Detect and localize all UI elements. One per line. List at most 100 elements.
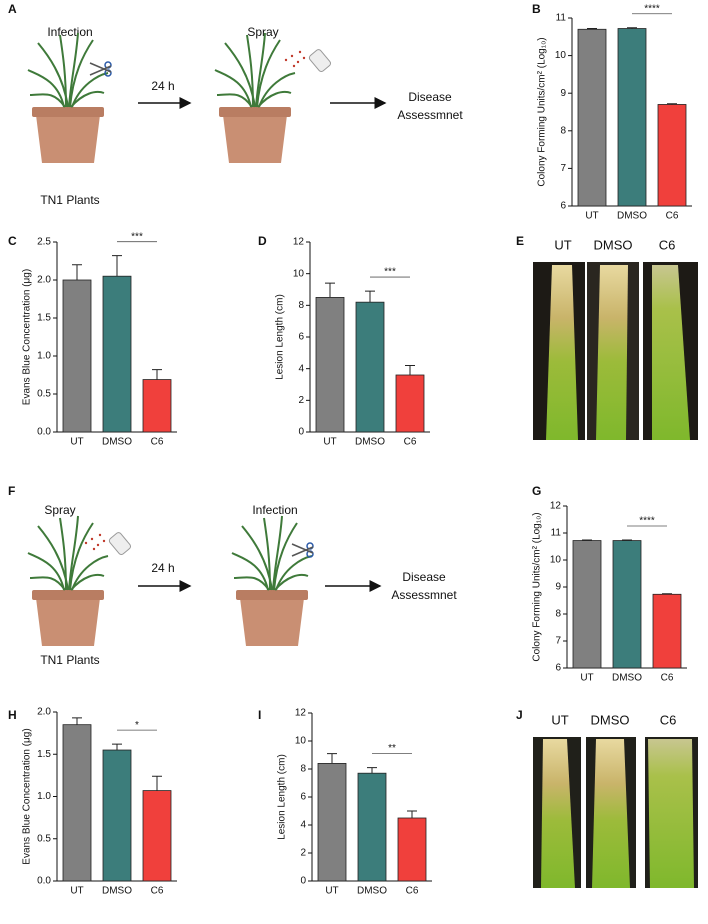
y-tick-label: 8 (560, 125, 566, 136)
photo-label: C6 (660, 712, 677, 727)
x-tick-label: C6 (404, 437, 417, 448)
bar-chart: 6 7 8 9 10 11 Colony Forming Units/cm² (Log₁₀)… (537, 3, 692, 222)
panel-letter: G (532, 484, 541, 498)
photo-e: UT DMSO C6 (533, 237, 698, 440)
y-tick-label: 9 (555, 582, 561, 593)
significance-label: ** (388, 743, 396, 754)
error-bar (407, 810, 417, 818)
photo-label: C6 (659, 237, 676, 252)
bar (612, 540, 642, 669)
panel-letter: F (8, 484, 15, 498)
panel-letter: A (8, 2, 17, 16)
y-axis-label: Colony Forming Units/cm² (Log₁₀) (532, 512, 543, 661)
bar-chart: 0.0 0.5 1.0 1.5 2.0 Evans Blue Concentration … (22, 707, 177, 897)
plants-label: TN1 Plants (40, 653, 99, 667)
bar (357, 772, 387, 882)
panel-letter: B (532, 2, 541, 16)
error-bar (667, 103, 677, 105)
bar (102, 749, 132, 882)
x-tick-label: UT (325, 886, 338, 897)
y-axis-label: Evans Blue Concentration (μg) (22, 269, 33, 405)
y-tick-label: 1.5 (37, 749, 51, 760)
x-tick-label: C6 (151, 886, 164, 897)
bar-chart: 0.0 0.5 1.0 1.5 2.0 2.5 Evans Blue Concentrati… (22, 231, 177, 448)
x-tick-label: C6 (661, 673, 674, 684)
y-tick-label: 2.0 (37, 275, 51, 286)
significance-label: **** (639, 516, 655, 527)
step-label: Infection (47, 25, 92, 39)
y-tick-label: 10 (295, 736, 307, 747)
panel-letter: D (258, 234, 267, 248)
x-tick-label: DMSO (357, 886, 387, 897)
bar (62, 279, 92, 433)
y-tick-label: 8 (555, 609, 561, 620)
y-tick-label: 4 (300, 820, 306, 831)
y-tick-label: 2 (300, 848, 306, 859)
y-tick-label: 0 (298, 427, 304, 438)
bar (142, 379, 172, 433)
panel-letter: I (258, 708, 261, 722)
x-tick-label: UT (70, 437, 83, 448)
error-bar (112, 743, 122, 751)
error-bar (622, 539, 632, 541)
error-bar (152, 369, 162, 380)
y-axis-label: Lesion Length (cm) (275, 294, 286, 380)
bar (397, 817, 427, 882)
interval-label: 24 h (151, 79, 174, 93)
y-tick-label: 10 (293, 268, 305, 279)
error-bar (365, 290, 375, 303)
error-bar (587, 28, 597, 30)
y-tick-label: 11 (556, 13, 567, 24)
significance-label: * (135, 720, 139, 731)
x-tick-label: UT (580, 673, 593, 684)
bar (317, 763, 347, 882)
x-tick-label: DMSO (102, 437, 132, 448)
x-tick-label: C6 (151, 437, 164, 448)
x-tick-label: UT (323, 437, 336, 448)
step-label: Spray (247, 25, 278, 39)
panel-letter: E (516, 234, 524, 248)
outcome-label: Disease (402, 570, 446, 584)
y-tick-label: 6 (555, 663, 561, 674)
step-label: Spray (44, 503, 75, 517)
interval-label: 24 h (151, 561, 174, 575)
photo-label: DMSO (591, 712, 630, 727)
x-tick-label: UT (585, 211, 598, 222)
panel-letter: J (516, 708, 523, 722)
bar (577, 28, 607, 207)
x-tick-label: C6 (666, 211, 679, 222)
error-bar (662, 593, 672, 595)
y-tick-label: 2 (298, 395, 304, 406)
y-tick-label: 6 (300, 792, 306, 803)
y-tick-label: 12 (550, 501, 562, 512)
scheme-a: Infection 24 h Spray Disease Assessmnet … (27, 25, 463, 207)
y-tick-label: 10 (555, 50, 567, 61)
bar-chart: 6 7 8 9 10 11 12 Colony Forming Units/cm² (Log₁… (532, 501, 687, 684)
y-axis-label: Colony Forming Units/cm² (Log₁₀) (537, 37, 548, 186)
y-tick-label: 12 (295, 708, 307, 719)
bar (102, 275, 132, 433)
bar (657, 104, 687, 207)
y-tick-label: 11 (551, 528, 562, 539)
y-tick-label: 7 (560, 163, 566, 174)
y-axis-label: Evans Blue Concentration (μg) (22, 728, 33, 864)
plants-label: TN1 Plants (40, 193, 99, 207)
bar (617, 28, 647, 207)
y-tick-label: 1.0 (37, 351, 51, 362)
x-tick-label: DMSO (102, 886, 132, 897)
bar (652, 593, 682, 669)
x-tick-label: DMSO (612, 673, 642, 684)
y-tick-label: 0.5 (37, 389, 51, 400)
x-tick-label: UT (70, 886, 83, 897)
significance-label: **** (644, 3, 660, 14)
y-tick-label: 12 (293, 237, 305, 248)
error-bar (325, 282, 335, 298)
y-tick-label: 4 (298, 363, 304, 374)
error-bar (627, 27, 637, 29)
y-tick-label: 2.0 (37, 707, 51, 718)
y-tick-label: 2.5 (37, 237, 51, 248)
error-bar (72, 264, 82, 280)
error-bar (327, 753, 337, 764)
x-tick-label: DMSO (355, 437, 385, 448)
bar (62, 724, 92, 882)
